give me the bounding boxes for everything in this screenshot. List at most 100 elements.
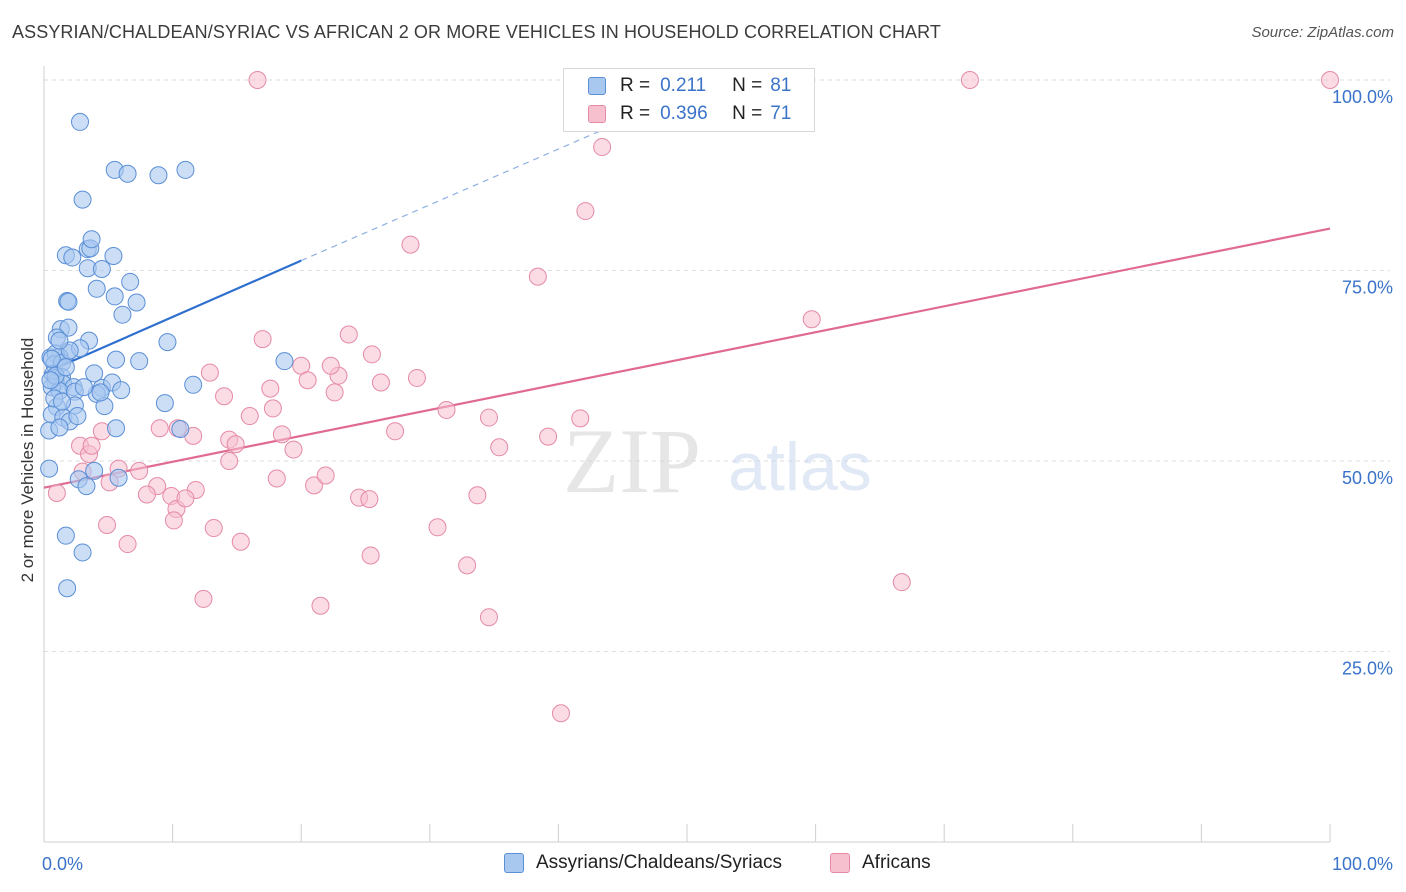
assyrians-point <box>107 419 126 438</box>
y-tick-label: 50.0% <box>1342 468 1393 488</box>
assyrians-point <box>87 279 106 298</box>
africans-point <box>220 452 239 470</box>
africans-point <box>479 608 498 627</box>
africans-point <box>321 356 340 375</box>
africans-point <box>298 371 317 390</box>
assyrians-point <box>104 247 123 266</box>
assyrians-point <box>59 292 78 311</box>
assyrians-trend-extension <box>300 120 623 262</box>
africans-point <box>490 438 509 457</box>
legend-r-value: 0.396 <box>660 103 708 124</box>
legend-label-assyrians: Assyrians/Chaldeans/Syriacs <box>536 852 783 873</box>
africans-point <box>960 71 979 89</box>
series-legend: Assyrians/Chaldeans/Syriacs Africans <box>0 852 1406 878</box>
africans-point <box>98 516 117 535</box>
assyrians-trend-line <box>43 259 302 375</box>
africans-point <box>371 373 390 392</box>
legend-item-assyrians[interactable]: Assyrians/Chaldeans/Syriacs <box>504 852 782 874</box>
assyrians-point <box>176 160 195 179</box>
africans-point <box>82 436 101 455</box>
assyrians-point <box>40 459 59 478</box>
africans-point <box>311 596 330 615</box>
africans-point <box>215 387 234 406</box>
africans-point <box>200 363 219 382</box>
africans-point <box>267 469 286 488</box>
africans-point <box>164 511 183 530</box>
assyrians-point <box>41 371 60 390</box>
africans-point <box>325 383 344 402</box>
africans-point <box>272 425 291 444</box>
legend-r-label: R = <box>620 75 651 96</box>
assyrians-point <box>82 230 101 249</box>
africans-point <box>576 202 595 221</box>
assyrians-point <box>112 381 131 400</box>
africans-point <box>226 435 245 454</box>
africans-point <box>539 427 558 446</box>
africans-point <box>593 138 612 157</box>
africans-point <box>528 267 547 286</box>
legend-swatch-pink <box>588 105 606 123</box>
africans-point <box>339 325 358 344</box>
africans-point <box>194 589 213 608</box>
assyrians-point <box>109 468 128 487</box>
africans-point <box>401 235 420 254</box>
assyrians-point <box>56 526 75 545</box>
assyrians-point <box>85 364 104 383</box>
africans-point <box>479 408 498 427</box>
africans-point <box>362 345 381 364</box>
assyrians-point <box>91 383 110 402</box>
legend-r-value: 0.211 <box>660 75 707 96</box>
chart-title: ASSYRIAN/CHALDEAN/SYRIAC VS AFRICAN 2 OR… <box>12 22 942 42</box>
source-credit: Source: ZipAtlas.com <box>1251 24 1394 41</box>
assyrians-point <box>56 358 75 377</box>
x-tick-label: 100.0% <box>1332 854 1393 874</box>
assyrians-point <box>184 375 203 394</box>
watermark-zip: ZIP <box>563 410 701 512</box>
africans-point <box>204 519 223 538</box>
assyrians-point <box>113 305 132 324</box>
africans-point <box>240 407 259 426</box>
assyrians-point <box>118 164 137 183</box>
africans-point <box>437 400 456 419</box>
assyrians-point <box>171 419 190 438</box>
assyrians-point <box>121 272 140 291</box>
watermark: ZIP atlas <box>563 410 872 512</box>
legend-swatch-blue <box>504 853 524 873</box>
assyrians-point <box>158 333 177 352</box>
assyrians-point <box>155 394 174 413</box>
africans-point <box>137 485 156 504</box>
assyrians-point <box>73 543 92 562</box>
africans-point <box>407 368 426 387</box>
assyrians-point <box>53 392 72 411</box>
legend-n-value: 81 <box>770 75 792 96</box>
africans-point <box>360 490 379 509</box>
africans-point <box>261 379 280 398</box>
africans-point <box>468 486 487 505</box>
assyrians-point <box>127 293 146 312</box>
assyrians-point <box>130 352 149 371</box>
assyrians-points <box>40 112 294 598</box>
assyrians-point <box>105 287 124 306</box>
legend-label-africans: Africans <box>862 852 931 873</box>
legend-item-africans[interactable]: Africans <box>830 852 931 874</box>
africans-point <box>150 419 169 438</box>
axes <box>43 66 1331 843</box>
y-tick-label: 25.0% <box>1342 659 1393 679</box>
legend-r-label: R = <box>620 103 651 124</box>
africans-point <box>305 476 324 495</box>
assyrians-point <box>68 407 87 426</box>
assyrians-point <box>73 190 92 209</box>
assyrians-point <box>50 418 69 437</box>
legend-n-label: N = <box>732 103 763 124</box>
africans-point <box>571 409 590 428</box>
africans-point <box>253 330 272 349</box>
africans-point <box>248 71 267 89</box>
africans-point <box>231 532 250 551</box>
africans-point <box>1321 71 1339 89</box>
africans-point <box>892 573 911 592</box>
africans-point <box>47 484 66 503</box>
africans-points <box>47 71 1339 723</box>
gridlines <box>44 79 1390 652</box>
assyrians-point <box>77 477 96 496</box>
